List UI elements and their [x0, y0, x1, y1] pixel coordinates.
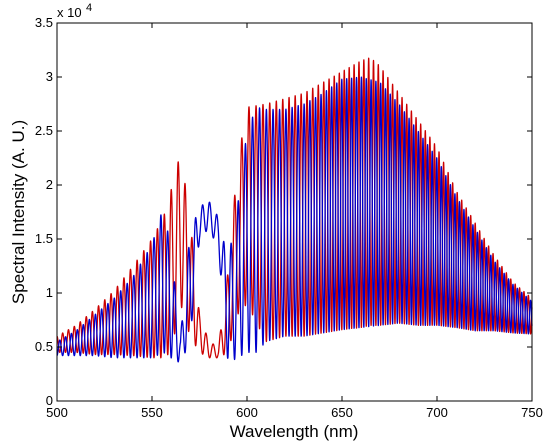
x-tick-label: 650 — [331, 405, 353, 420]
plot-frame — [56, 22, 533, 402]
y-tick-label: 1.5 — [35, 231, 53, 246]
y-tick-label: 2 — [46, 177, 53, 192]
x-tick-label: 500 — [46, 405, 68, 420]
y-tick-label: 3.5 — [35, 15, 53, 30]
y-tick-label: 1 — [46, 285, 53, 300]
series-red-line — [56, 57, 533, 359]
x-axis-ticks: 500 550 600 650 700 750 — [46, 23, 543, 420]
series-blue-line — [56, 76, 533, 363]
x-tick-label: 550 — [141, 405, 163, 420]
series-layer — [56, 57, 533, 363]
y-tick-label: 3 — [46, 69, 53, 84]
y-tick-label: 2.5 — [35, 123, 53, 138]
x-tick-label: 700 — [426, 405, 448, 420]
y-axis-ticks: 0 0.5 1 1.5 2 2.5 3 3.5 — [35, 15, 532, 408]
x-axis-label: Wavelength (nm) — [230, 422, 359, 441]
y-tick-label: 0 — [46, 393, 53, 408]
x-tick-label: 600 — [236, 405, 258, 420]
y-tick-label: 0.5 — [35, 339, 53, 354]
y-multiplier-exponent: 4 — [86, 2, 92, 14]
y-axis-label: Spectral Intensity (A. U.) — [9, 120, 28, 304]
x-tick-label: 750 — [521, 405, 543, 420]
y-multiplier-label: x 10 — [57, 5, 82, 20]
